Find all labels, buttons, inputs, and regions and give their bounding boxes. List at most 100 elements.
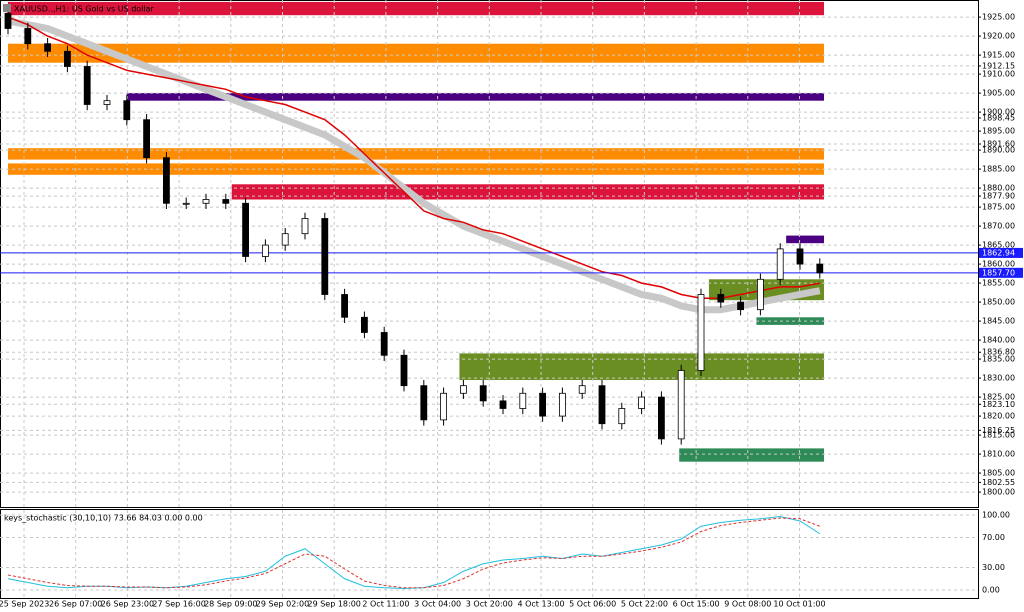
candle-body	[499, 400, 507, 409]
y-tick-label: 1800.00	[982, 488, 1015, 497]
candle-body	[222, 199, 230, 204]
x-tick-label: 3 Oct 04:00	[414, 600, 461, 609]
price-zone	[8, 148, 824, 160]
y-tick-label: 1825.00	[982, 393, 1015, 402]
y-tick-label: 1805.00	[982, 469, 1015, 478]
candle-body	[162, 157, 170, 204]
x-tick-label: 2 Oct 11:00	[362, 600, 409, 609]
candle-body	[4, 12, 12, 29]
x-tick-label: 6 Oct 15:00	[673, 600, 720, 609]
candle-body	[578, 385, 586, 394]
candle-body	[143, 119, 151, 159]
y-tick-label: 1877.90	[982, 192, 1015, 201]
candle-body	[638, 396, 645, 409]
y-tick-label: 1875.00	[982, 203, 1015, 212]
y-tick-label: 70.00	[982, 533, 1005, 542]
stochastic-main	[7, 515, 821, 590]
candle-body	[182, 202, 190, 205]
y-tick-label: 1910.00	[982, 70, 1015, 79]
price-zone	[679, 448, 824, 462]
candle-body	[737, 301, 744, 311]
candle-body	[341, 294, 349, 318]
moving-average	[7, 16, 820, 300]
candle-body	[559, 392, 566, 417]
candle-body	[539, 392, 546, 417]
y-tick-label: 1835.00	[982, 355, 1015, 364]
x-tick-label: 27 Sep 16:00	[152, 600, 205, 609]
x-tick-label: 25 Sep 2023	[0, 600, 49, 609]
x-tick-label: 26 Sep 07:00	[49, 600, 102, 609]
price-label: 1862.94	[982, 248, 1015, 257]
x-tick-label: 26 Sep 23:00	[101, 600, 154, 609]
candle-body	[24, 28, 32, 45]
candle-body	[776, 248, 784, 280]
price-zone	[786, 235, 824, 244]
y-tick-label: 1823.10	[982, 400, 1015, 409]
candle-body	[440, 392, 448, 421]
candle-body	[519, 392, 527, 409]
stochastic-signal	[7, 517, 820, 589]
candle-body	[103, 100, 111, 105]
y-tick-label: 1836.80	[982, 348, 1015, 357]
price-zone	[231, 184, 825, 200]
chart-title: XAUUSD..,H1: US Gold vs US dollar	[14, 5, 155, 14]
y-tick-label: 1900.00	[982, 108, 1015, 117]
y-tick-label: 1915.00	[982, 51, 1015, 60]
price-label-box	[979, 267, 1023, 278]
y-tick-label: 1912.15	[982, 61, 1015, 70]
y-tick-label: 1820.00	[982, 412, 1015, 421]
y-tick-label: 1845.00	[982, 317, 1015, 326]
candle-body	[459, 385, 467, 394]
candle-body	[658, 396, 665, 440]
candle-body	[796, 248, 804, 265]
candle-body	[717, 294, 725, 303]
candle-body	[400, 354, 408, 387]
candle-body	[479, 385, 487, 402]
stochastic-pane	[0, 509, 979, 599]
candle-body	[757, 278, 764, 311]
candle-body	[380, 332, 388, 356]
y-tick-label: 1840.00	[982, 336, 1015, 345]
y-tick-label: 1870.00	[982, 222, 1015, 231]
y-tick-label: 1905.00	[982, 89, 1015, 98]
x-tick-label: 9 Oct 08:00	[724, 600, 771, 609]
y-tick-label: 1855.00	[982, 279, 1015, 288]
y-tick-label: 1891.60	[982, 140, 1015, 149]
y-tick-label: 100.00	[982, 511, 1010, 520]
x-tick-label: 29 Sep 18:00	[307, 600, 360, 609]
y-tick-label: 1830.00	[982, 374, 1015, 383]
candle-body	[420, 385, 428, 421]
y-tick-label: 1925.00	[982, 13, 1015, 22]
candle-body	[123, 100, 131, 121]
price-label-box	[979, 247, 1023, 258]
x-tick-label: 3 Oct 20:00	[466, 600, 513, 609]
y-tick-label: 30.00	[982, 563, 1005, 572]
y-tick-label: 1895.00	[982, 127, 1015, 136]
candle-body	[242, 202, 250, 257]
y-tick-label: 1815.00	[982, 431, 1015, 440]
y-tick-label: 1850.00	[982, 298, 1015, 307]
moving-average	[7, 17, 821, 314]
candle-body	[202, 199, 210, 204]
y-tick-label: 1865.00	[982, 241, 1015, 250]
x-tick-label: 10 Oct 01:00	[773, 600, 825, 609]
y-tick-label: 1860.00	[982, 260, 1015, 269]
candle-body	[301, 218, 309, 235]
y-tick-label: 0.00	[982, 586, 1000, 595]
price-zone	[126, 93, 825, 101]
candle-body	[44, 43, 51, 52]
price-zone	[8, 43, 824, 63]
price-label: 1857.70	[982, 268, 1015, 277]
candle-body	[598, 385, 606, 425]
candle-body	[618, 408, 626, 425]
candle-body	[816, 263, 824, 274]
price-zone	[459, 353, 824, 380]
y-tick-label: 1920.00	[982, 32, 1015, 41]
candle-body	[83, 66, 91, 105]
candle-body	[64, 50, 71, 67]
candle-body	[281, 233, 289, 246]
candle-body	[321, 218, 329, 295]
candle-body	[360, 316, 368, 333]
price-zone	[8, 1, 824, 16]
